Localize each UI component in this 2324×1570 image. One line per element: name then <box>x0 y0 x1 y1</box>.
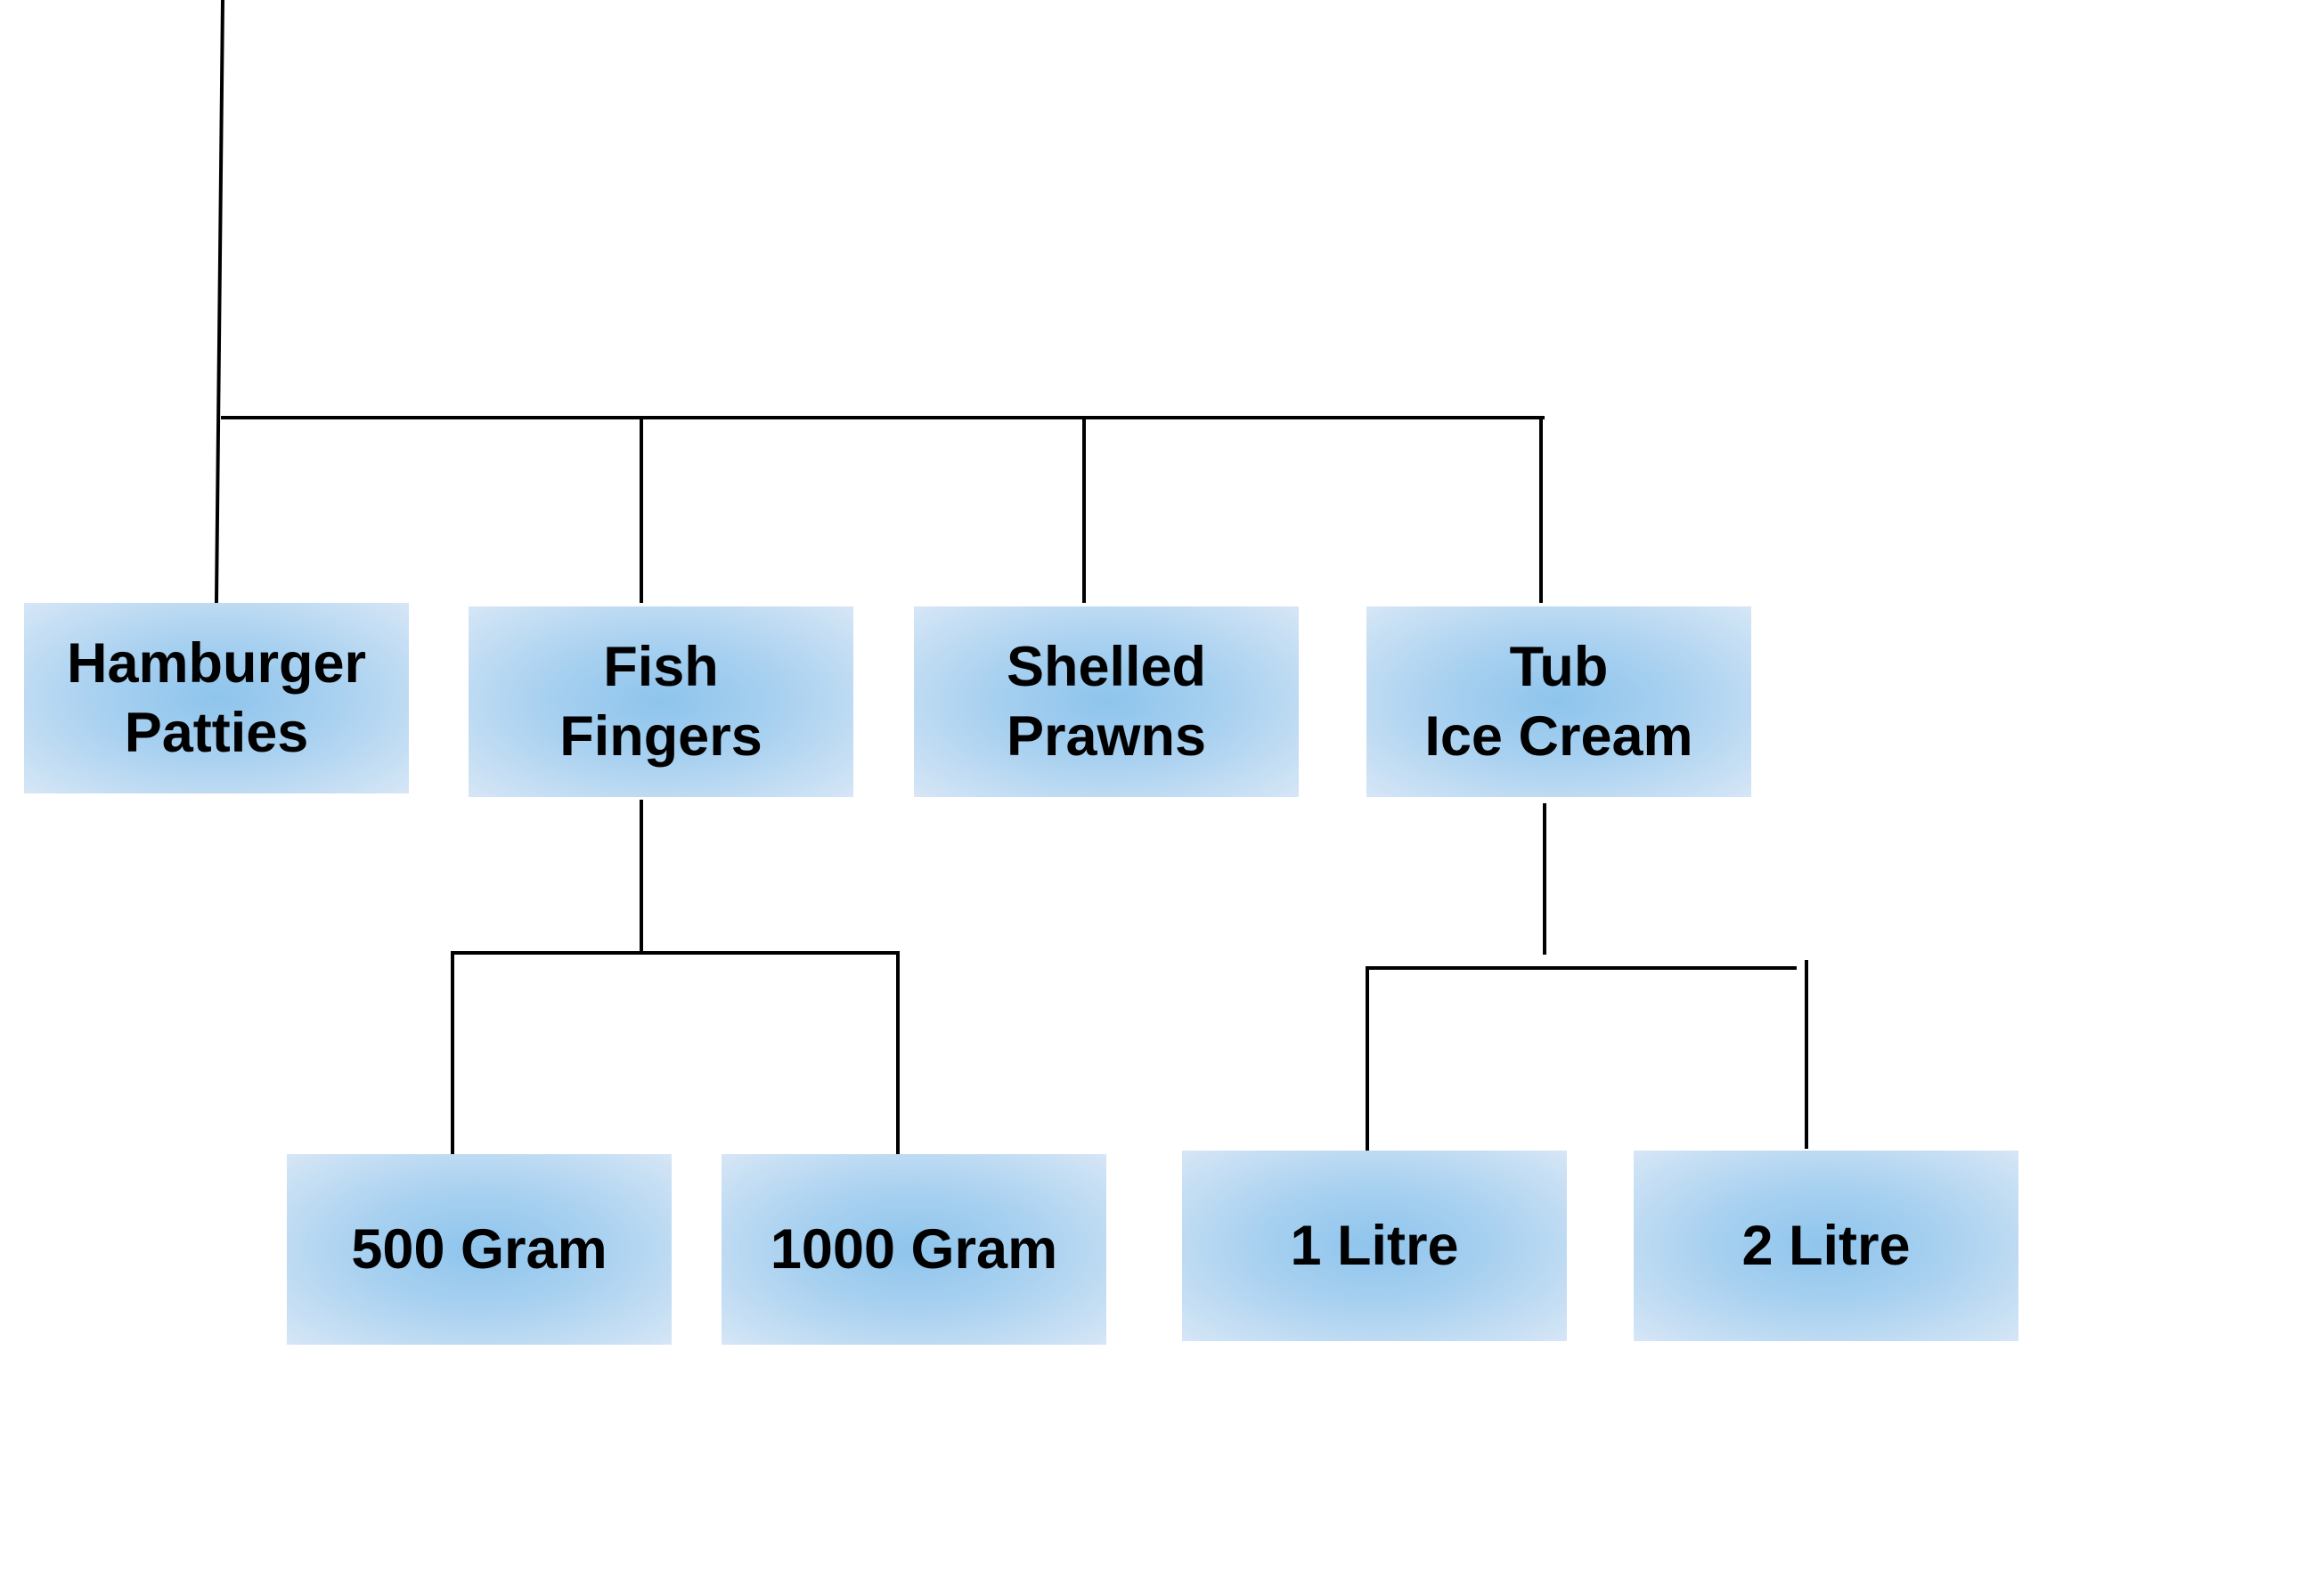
node-1-litre: 1 Litre <box>1182 1151 1567 1341</box>
node-500-gram: 500 Gram <box>287 1154 672 1345</box>
node-1000-gram: 1000 Gram <box>722 1154 1106 1345</box>
node-label: Hamburger Patties <box>66 632 367 764</box>
node-label: Fish Fingers <box>559 636 762 768</box>
node-fish-fingers: Fish Fingers <box>469 606 853 797</box>
connector-trunk <box>214 0 225 604</box>
node-label: 1 Litre <box>1290 1215 1459 1277</box>
node-tub-ice-cream: Tub Ice Cream <box>1366 606 1751 797</box>
node-label: 500 Gram <box>351 1218 608 1281</box>
node-label: 2 Litre <box>1741 1215 1911 1277</box>
node-shelled-prawns: Shelled Prawns <box>914 606 1299 797</box>
node-label: 1000 Gram <box>770 1218 1058 1281</box>
node-2-litre: 2 Litre <box>1634 1151 2018 1341</box>
node-label: Tub Ice Cream <box>1424 636 1693 768</box>
node-label: Shelled Prawns <box>1006 636 1207 768</box>
node-hamburger-patties: Hamburger Patties <box>24 603 409 793</box>
